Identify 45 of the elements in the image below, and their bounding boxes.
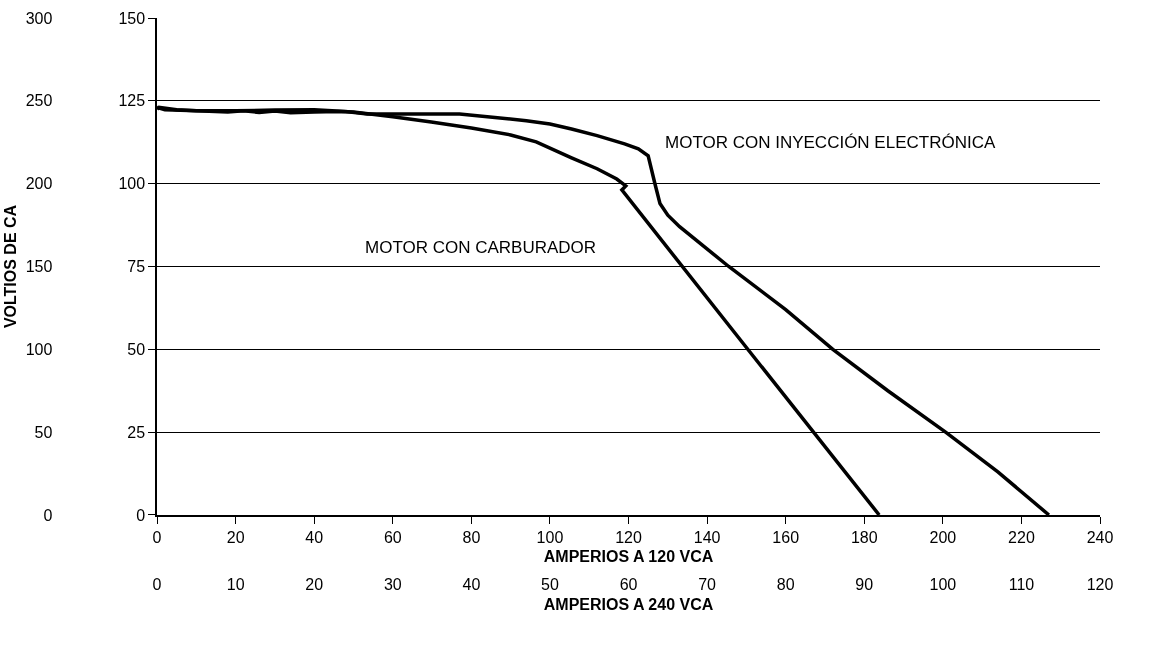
x2-tick-label: 40 <box>462 576 481 593</box>
y-tick-label: 200 <box>25 175 53 193</box>
y-tick-label: 50 <box>34 423 53 441</box>
x-tick-label: 0 <box>152 528 162 546</box>
x2-tick-label: 120 <box>1086 576 1114 593</box>
y2-tick-label: 150 <box>118 9 146 27</box>
x-tick-label: 180 <box>850 528 878 546</box>
y-tick-label: 150 <box>25 258 53 276</box>
annotation: MOTOR CON CARBURADOR <box>365 238 597 257</box>
x-tick-label: 240 <box>1086 528 1114 546</box>
y-tick-label: 0 <box>43 506 53 524</box>
x2-tick-label: 0 <box>152 576 162 593</box>
x-tick-label: 100 <box>536 528 564 546</box>
y-tick-label: 100 <box>25 340 53 358</box>
x-tick-label: 160 <box>772 528 800 546</box>
x2-tick-label: 100 <box>929 576 957 593</box>
y-tick-label: 300 <box>25 9 53 27</box>
x-tick-label: 60 <box>383 528 402 546</box>
x2-tick-label: 70 <box>698 576 717 593</box>
x-tick-label: 80 <box>462 528 481 546</box>
x-tick-label: 200 <box>929 528 957 546</box>
x2-tick-label: 30 <box>383 576 402 593</box>
x2-tick-label: 90 <box>855 576 874 593</box>
x2-axis-title: AMPERIOS A 240 VCA <box>543 595 714 613</box>
x2-tick-label: 60 <box>619 576 638 593</box>
y2-tick-label: 75 <box>127 258 146 276</box>
x-tick-label: 220 <box>1008 528 1035 546</box>
y-tick-label: 250 <box>25 92 53 110</box>
x2-tick-label: 110 <box>1008 576 1035 593</box>
annotation: MOTOR CON INYECCIÓN ELECTRÓNICA <box>665 133 996 152</box>
y2-tick-label: 0 <box>136 506 146 524</box>
y2-tick-label: 100 <box>118 175 146 193</box>
x2-tick-label: 20 <box>305 576 324 593</box>
x-axis-title: AMPERIOS A 120 VCA <box>543 548 714 566</box>
y2-tick-label: 50 <box>127 340 146 358</box>
x-tick-label: 40 <box>305 528 324 546</box>
y2-tick-label: 125 <box>118 92 146 110</box>
x2-tick-label: 10 <box>226 576 245 593</box>
x-tick-label: 120 <box>615 528 642 546</box>
x2-tick-label: 50 <box>541 576 559 593</box>
x-tick-label: 20 <box>226 528 245 546</box>
y-axis-title: VOLTIOS DE CA <box>1 204 19 329</box>
x-tick-label: 140 <box>693 528 721 546</box>
y2-tick-label: 25 <box>127 423 146 441</box>
x2-tick-label: 80 <box>776 576 795 593</box>
